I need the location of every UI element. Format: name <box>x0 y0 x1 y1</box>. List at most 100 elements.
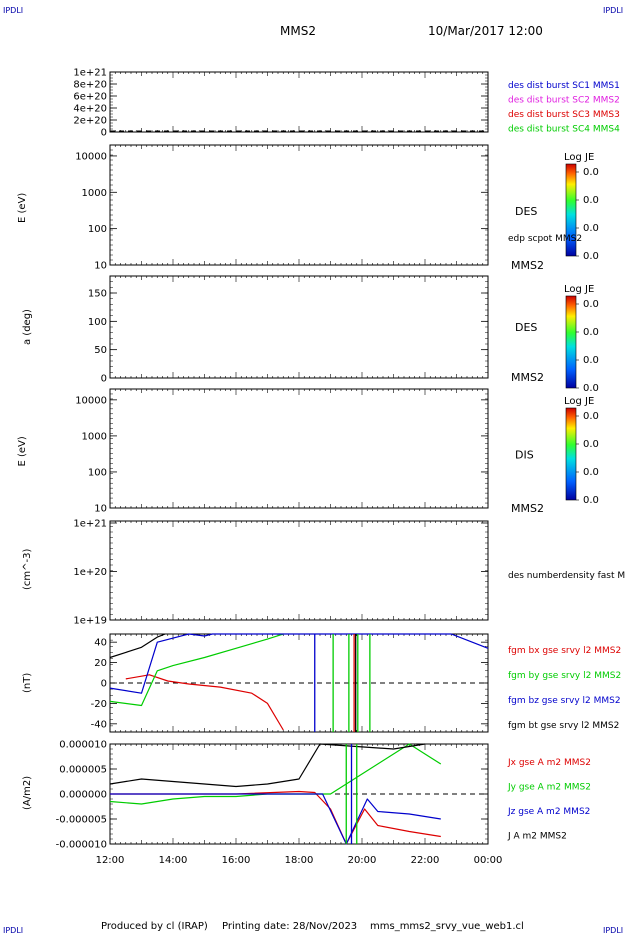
panel4-instrument-label: DIS <box>515 449 534 462</box>
panel3-instrument-label: DES <box>515 321 537 334</box>
y-tick-label: 1e+19 <box>73 616 107 627</box>
legend-label: fgm bz gse srvy l2 MMS2 <box>508 696 621 706</box>
panel7-ylabel: (A/m2) <box>22 776 33 810</box>
colorbar-tick-label: 0.0 <box>583 251 599 262</box>
x-tick-label: 18:00 <box>285 855 314 866</box>
y-tick-label: 10 <box>94 504 107 515</box>
y-tick-label: 6e+20 <box>73 92 107 103</box>
y-tick-label: 150 <box>88 289 107 300</box>
legend-label: des numberdensity fast M <box>508 571 625 581</box>
colorbar-tick-label: 0.0 <box>583 439 599 450</box>
panel4-ylabel: E (eV) <box>17 436 28 466</box>
y-tick-label: 0 <box>101 128 107 139</box>
legend-label: fgm bt gse srvy l2 MMS2 <box>508 721 619 731</box>
panel5-ylabel: (cm^-3) <box>22 549 33 590</box>
y-tick-label: -40 <box>91 719 107 730</box>
colorbar-tick-label: 0.0 <box>583 195 599 206</box>
colorbar-title: Log JE <box>564 152 594 163</box>
y-tick-label: 1000 <box>82 188 107 199</box>
legend-label: J A m2 MMS2 <box>507 832 567 842</box>
legend-label: fgm bx gse srvy l2 MMS2 <box>508 646 621 656</box>
legend-label: Jy gse A m2 MMS2 <box>507 783 591 793</box>
series-line <box>125 674 284 731</box>
series-line <box>110 793 441 845</box>
colorbar-tick-label: 0.0 <box>583 299 599 310</box>
y-tick-label: 20 <box>94 658 107 669</box>
series-line <box>109 633 166 659</box>
legend-label: fgm by gse srvy l2 MMS2 <box>508 671 621 681</box>
y-tick-label: 4e+20 <box>73 104 107 115</box>
y-tick-label: 10 <box>94 261 107 272</box>
colorbar-tick-label: 0.0 <box>583 223 599 234</box>
y-tick-label: 0 <box>101 374 107 385</box>
y-tick-label: 10000 <box>75 151 107 162</box>
colorbar-tick-label: 0.0 <box>583 411 599 422</box>
corner-label-top-right: IPDLI <box>603 6 623 15</box>
x-tick-label: 20:00 <box>348 855 377 866</box>
y-tick-label: 1e+21 <box>73 68 107 79</box>
y-tick-label: 1e+20 <box>73 567 107 578</box>
panel2-instrument-label: DES <box>515 205 537 218</box>
y-tick-label: 1000 <box>82 431 107 442</box>
panel2-overlay-label: edp scpot MMS2 <box>508 234 582 244</box>
footer-produced-by: Produced by cl (IRAP) <box>101 921 208 932</box>
spacecraft-title: MMS2 <box>280 24 316 38</box>
series-line <box>109 743 426 788</box>
panel2-frame <box>109 144 489 266</box>
panel2-ylabel: E (eV) <box>17 193 28 223</box>
series-line <box>109 743 442 805</box>
legend-label: des dist burst SC3 MMS3 <box>508 110 620 120</box>
y-tick-label: 40 <box>94 638 107 649</box>
footer-printing-date: Printing date: 28/Nov/2023 <box>222 921 357 932</box>
colorbar-tick-label: 0.0 <box>583 167 599 178</box>
y-tick-label: 100 <box>88 317 107 328</box>
panel5-frame <box>109 520 489 621</box>
panel3-colorbar <box>565 295 577 389</box>
panel2-corner-label: MMS2 <box>511 259 544 272</box>
corner-label-bottom-left: IPDLI <box>3 926 23 934</box>
legend-label: Jx gse A m2 MMS2 <box>507 758 591 768</box>
colorbar-title: Log JE <box>564 284 594 295</box>
y-tick-label: 100 <box>88 467 107 478</box>
panel4-corner-label: MMS2 <box>511 502 544 515</box>
y-tick-label: 0.000010 <box>59 740 107 751</box>
panel4-frame <box>109 388 489 509</box>
series-line <box>109 633 489 694</box>
x-tick-label: 22:00 <box>411 855 440 866</box>
x-tick-label: 12:00 <box>96 855 125 866</box>
panel3-frame <box>109 275 489 379</box>
y-tick-label: 2e+20 <box>73 116 107 127</box>
y-tick-label: -0.000005 <box>56 815 107 826</box>
y-tick-label: 0.000005 <box>59 765 107 776</box>
footer-filename: mms_mms2_srvy_vue_web1.cl <box>370 921 524 932</box>
legend-label: des dist burst SC1 MMS1 <box>508 81 620 91</box>
x-tick-label: 16:00 <box>222 855 251 866</box>
panel2-colorbar <box>565 163 577 257</box>
legend-label: des dist burst SC4 MMS4 <box>508 125 620 135</box>
panel4-colorbar <box>565 407 577 501</box>
panel3-corner-label: MMS2 <box>511 371 544 384</box>
corner-label-top-left: IPDLI <box>3 6 23 15</box>
series-line <box>110 790 441 845</box>
y-tick-label: -20 <box>91 699 107 710</box>
x-tick-label: 00:00 <box>474 855 503 866</box>
panel1-frame <box>109 71 489 133</box>
y-tick-label: 100 <box>88 224 107 235</box>
colorbar-tick-label: 0.0 <box>583 495 599 506</box>
datetime-title: 10/Mar/2017 12:00 <box>428 24 543 38</box>
panel6-ylabel: (nT) <box>22 673 33 693</box>
colorbar-tick-label: 0.0 <box>583 383 599 394</box>
corner-label-bottom-right: IPDLI <box>603 926 623 934</box>
y-tick-label: 0 <box>101 679 107 690</box>
y-tick-label: 10000 <box>75 395 107 406</box>
y-tick-label: 50 <box>94 345 107 356</box>
legend-label: Jz gse A m2 MMS2 <box>507 807 590 817</box>
y-tick-label: 8e+20 <box>73 80 107 91</box>
colorbar-title: Log JE <box>564 396 594 407</box>
y-tick-label: 1e+21 <box>73 519 107 530</box>
colorbar-tick-label: 0.0 <box>583 327 599 338</box>
x-tick-label: 14:00 <box>159 855 188 866</box>
colorbar-tick-label: 0.0 <box>583 467 599 478</box>
